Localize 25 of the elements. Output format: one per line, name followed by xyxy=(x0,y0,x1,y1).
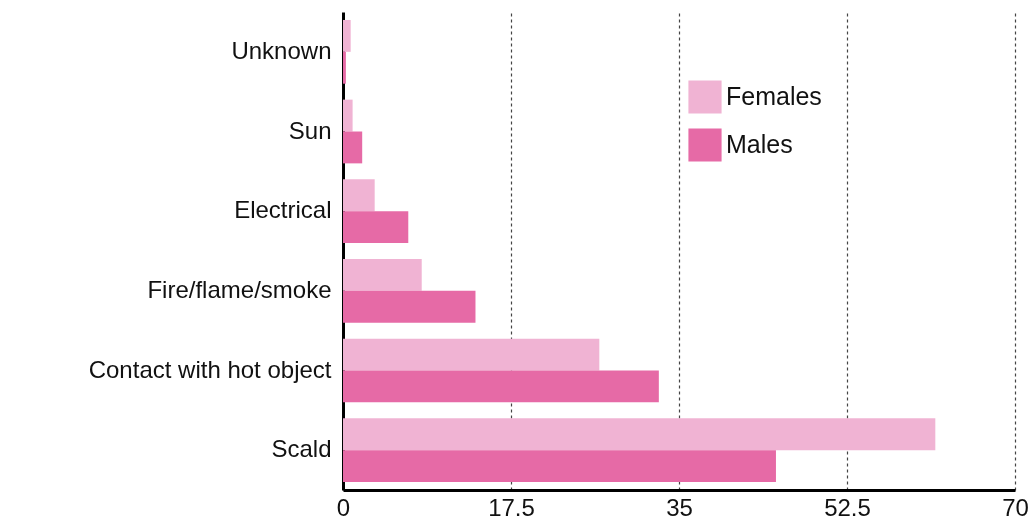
bar xyxy=(343,51,346,84)
bar xyxy=(343,338,600,371)
bar xyxy=(343,131,363,164)
bar xyxy=(343,19,351,52)
y-tick-label: Fire/flame/smoke xyxy=(147,275,332,303)
bar xyxy=(343,370,659,403)
bar xyxy=(343,99,353,132)
legend-label: Males xyxy=(726,130,793,158)
x-tick-label: 35 xyxy=(666,493,693,521)
bar xyxy=(343,258,422,291)
y-tick-label: Unknown xyxy=(231,36,332,64)
bar xyxy=(343,179,375,212)
bar xyxy=(343,418,936,451)
legend-label: Females xyxy=(726,82,822,110)
y-tick-label: Scald xyxy=(271,435,332,463)
bar xyxy=(343,450,776,483)
x-tick-label: 70 xyxy=(1002,493,1029,521)
bar xyxy=(343,290,476,323)
bar xyxy=(343,211,409,244)
x-tick-label: 17.5 xyxy=(488,493,535,521)
y-tick-label: Sun xyxy=(288,116,332,144)
y-tick-label: Electrical xyxy=(234,196,332,224)
x-tick-label: 52.5 xyxy=(824,493,871,521)
x-tick-label: 0 xyxy=(336,493,351,521)
y-tick-label: Contact with hot object xyxy=(88,355,332,383)
